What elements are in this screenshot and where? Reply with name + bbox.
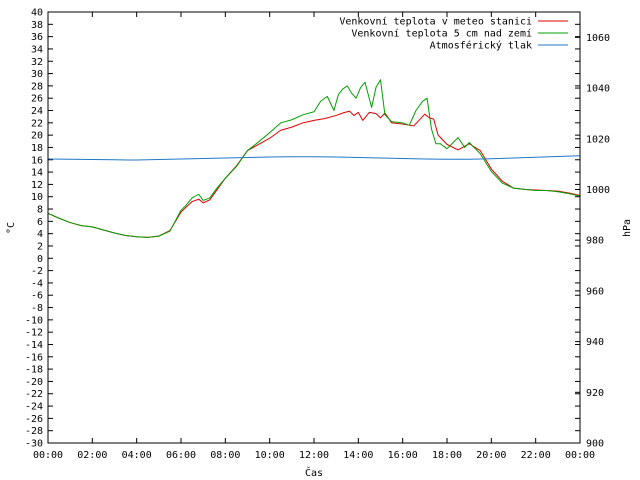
y-left-tick-label: -28 xyxy=(25,426,43,437)
x-tick-label: 04:00 xyxy=(122,450,152,461)
x-tick-label: 22:00 xyxy=(521,450,551,461)
x-tick-label: 10:00 xyxy=(255,450,285,461)
y-left-tick-label: -6 xyxy=(31,291,43,302)
y-right-tick-label: 940 xyxy=(586,337,604,348)
y-right-tick-label: 980 xyxy=(586,236,604,247)
y-left-tick-label: 6 xyxy=(37,217,43,228)
legend-label-2: Venkovní teplota 5 cm nad zemí xyxy=(351,28,532,40)
y-left-tick-label: 22 xyxy=(31,118,43,129)
y-left-tick-label: 20 xyxy=(31,131,43,142)
x-tick-label: 16:00 xyxy=(388,450,418,461)
y-left-tick-label: -20 xyxy=(25,377,43,388)
y-left-tick-label: 40 xyxy=(31,8,43,19)
series-line-2 xyxy=(47,79,581,238)
y-left-tick-label: 36 xyxy=(31,32,43,43)
y-left-tick-label: 28 xyxy=(31,81,43,92)
x-tick-label: 00:00 xyxy=(565,450,595,461)
y-left-tick-label: -30 xyxy=(25,439,43,450)
y-axis-right-title: hPa xyxy=(622,219,633,237)
y-right-tick-label: 900 xyxy=(586,439,604,450)
y-left-tick-label: 16 xyxy=(31,155,43,166)
x-tick-label: 20:00 xyxy=(476,450,506,461)
y-left-tick-label: -26 xyxy=(25,414,43,425)
y-left-tick-label: 4 xyxy=(37,229,43,240)
y-left-tick-label: -8 xyxy=(31,303,43,314)
y-left-tick-label: 18 xyxy=(31,143,43,154)
y-left-tick-label: 30 xyxy=(31,69,43,80)
y-left-tick-label: 12 xyxy=(31,180,43,191)
y-left-tick-label: 0 xyxy=(37,254,43,265)
plot-frame xyxy=(47,11,581,444)
y-right-tick-label: 1020 xyxy=(586,134,610,145)
x-tick-label: 08:00 xyxy=(210,450,240,461)
legend-label-3: Atmosférický tlak xyxy=(430,40,532,52)
x-tick-label: 14:00 xyxy=(343,450,373,461)
y-left-tick-label: -2 xyxy=(31,266,43,277)
y-axis-left-title: °C xyxy=(6,222,17,234)
y-left-tick-label: -22 xyxy=(25,389,43,400)
y-left-tick-label: 2 xyxy=(37,241,43,252)
y-left-tick-label: 26 xyxy=(31,94,43,105)
y-left-tick-label: 34 xyxy=(31,44,43,55)
y-left-tick-label: -24 xyxy=(25,402,43,413)
y-right-tick-label: 920 xyxy=(586,388,604,399)
legend: Venkovní teplota v meteo staniciVenkovní… xyxy=(339,16,568,52)
ticks-layer: 4038363432302826242220181614121086420-2-… xyxy=(25,8,610,462)
x-tick-label: 06:00 xyxy=(166,450,196,461)
x-tick-label: 18:00 xyxy=(432,450,462,461)
y-right-tick-label: 1000 xyxy=(586,185,610,196)
y-left-tick-label: -12 xyxy=(25,328,43,339)
y-right-tick-label: 960 xyxy=(586,286,604,297)
x-axis-title: Čas xyxy=(305,466,323,479)
series-line-3 xyxy=(47,155,581,161)
y-right-tick-label: 1060 xyxy=(586,33,610,44)
y-left-tick-label: -16 xyxy=(25,352,43,363)
x-tick-label: 12:00 xyxy=(299,450,329,461)
y-left-tick-label: 38 xyxy=(31,20,43,31)
y-left-tick-label: 10 xyxy=(31,192,43,203)
y-left-tick-label: 32 xyxy=(31,57,43,68)
y-right-tick-label: 1040 xyxy=(586,84,610,95)
series-layer xyxy=(47,79,581,238)
y-left-tick-label: 8 xyxy=(37,205,43,216)
y-left-tick-label: -18 xyxy=(25,365,43,376)
y-left-tick-label: -14 xyxy=(25,340,43,351)
x-tick-label: 02:00 xyxy=(77,450,107,461)
x-tick-label: 00:00 xyxy=(33,450,63,461)
y-left-tick-label: -10 xyxy=(25,315,43,326)
y-left-tick-label: 14 xyxy=(31,168,43,179)
legend-label-1: Venkovní teplota v meteo stanici xyxy=(339,16,532,28)
y-left-tick-label: 24 xyxy=(31,106,43,117)
y-left-tick-label: -4 xyxy=(31,278,43,289)
